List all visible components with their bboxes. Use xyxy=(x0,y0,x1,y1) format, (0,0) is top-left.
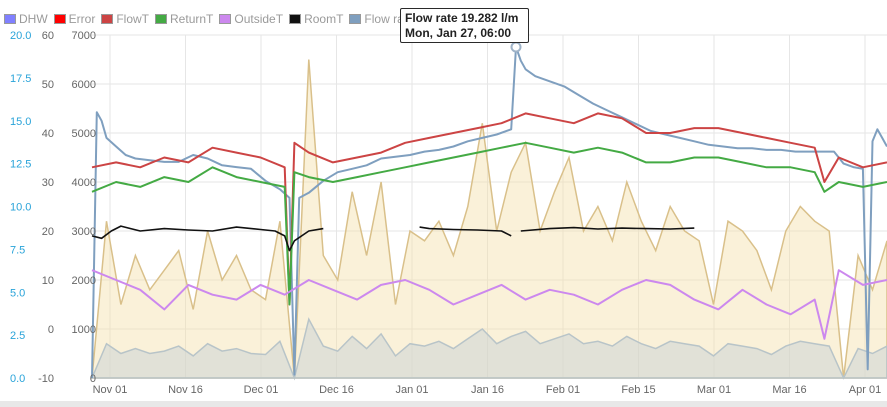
y-tick-label: 20.0 xyxy=(10,30,31,42)
legend-swatch xyxy=(4,14,16,24)
y-tick-label: 7.5 xyxy=(10,244,25,256)
y-tick-label: 1000 xyxy=(72,324,96,336)
x-tick-label: Apr 01 xyxy=(849,384,881,396)
legend-item-returnt[interactable]: ReturnT xyxy=(155,12,213,26)
legend-item-error[interactable]: Error xyxy=(53,12,96,26)
legend-label: FlowT xyxy=(116,12,150,26)
y-tick-label: 15.0 xyxy=(10,116,31,128)
series-line-returnt xyxy=(91,141,887,306)
legend-label: Error xyxy=(68,12,96,26)
x-tick-label: Nov 01 xyxy=(93,384,128,396)
y-tick-label: 60 xyxy=(42,30,54,42)
legend-item-flowt[interactable]: FlowT xyxy=(101,12,149,26)
series-line-flow-rate xyxy=(91,46,887,379)
y-tick-label: 50 xyxy=(42,79,54,91)
y-tick-label: 10.0 xyxy=(10,202,31,214)
y-tick-label: 30 xyxy=(42,177,54,189)
x-tick-label: Dec 16 xyxy=(319,384,354,396)
y-tick-label: 6000 xyxy=(72,79,96,91)
x-tick-label: Feb 01 xyxy=(546,384,580,396)
tooltip-value: Flow rate 19.282 l/m xyxy=(405,11,519,25)
y-tick-label: 5.0 xyxy=(10,287,25,299)
x-tick-label: Jan 16 xyxy=(471,384,504,396)
axes: 0.0 2.5 5.0 7.5 10.0 12.5 15.0 17.5 20.0 -10 0 10 20… xyxy=(10,30,881,396)
y-tick-label: 40 xyxy=(42,128,54,140)
series-line-roomt xyxy=(91,225,695,252)
legend-swatch xyxy=(155,14,168,24)
y-tick-label: -10 xyxy=(38,373,54,385)
hover-point xyxy=(510,41,522,53)
series-line-flowt xyxy=(91,112,887,306)
chart-legend: DHW Error FlowT ReturnT OutsideT RoomT Flow ra… xyxy=(4,11,414,27)
x-tick-label: Feb 15 xyxy=(621,384,655,396)
legend-item-dhw[interactable]: DHW xyxy=(4,12,48,26)
chart-tooltip: Flow rate 19.282 l/m Mon, Jan 27, 06:00 xyxy=(400,8,529,43)
hover-marker xyxy=(510,41,522,53)
legend-swatch xyxy=(219,14,232,24)
y-tick-label: 4000 xyxy=(72,177,96,189)
x-tick-label: Mar 16 xyxy=(772,384,806,396)
y-tick-label: 0.0 xyxy=(10,373,25,385)
legend-swatch xyxy=(53,14,66,24)
area-series xyxy=(90,59,887,381)
series-line-outsidet xyxy=(91,269,887,340)
legend-swatch xyxy=(349,14,362,24)
series-area-electric-input xyxy=(90,317,887,381)
y-tick-label: 12.5 xyxy=(10,159,31,171)
legend-label: OutsideT xyxy=(234,12,284,26)
y-tick-label: 5000 xyxy=(72,128,96,140)
x-tick-label: Mar 01 xyxy=(697,384,731,396)
series-area-heat-output xyxy=(91,59,887,379)
y-tick-label: 2000 xyxy=(72,275,96,287)
y-tick-label: 7000 xyxy=(72,30,96,42)
y-tick-label: 0 xyxy=(90,373,96,385)
legend-label: RoomT xyxy=(304,12,344,26)
horizontal-scrollbar[interactable] xyxy=(0,401,887,407)
legend-label: DHW xyxy=(19,12,48,26)
legend-label: ReturnT xyxy=(170,12,214,26)
y-tick-label: 3000 xyxy=(72,226,96,238)
legend-item-roomt[interactable]: RoomT xyxy=(289,12,343,26)
line-series xyxy=(91,46,887,379)
y-tick-label: 17.5 xyxy=(10,73,31,85)
legend-swatch xyxy=(101,14,114,24)
legend-swatch xyxy=(289,14,302,24)
x-tick-label: Jan 01 xyxy=(395,384,428,396)
x-tick-label: Nov 16 xyxy=(168,384,203,396)
y-tick-label: 20 xyxy=(42,226,54,238)
y-tick-label: 0 xyxy=(48,324,54,336)
y-tick-label: 2.5 xyxy=(10,330,25,342)
legend-item-outsidet[interactable]: OutsideT xyxy=(219,12,283,26)
x-tick-label: Dec 01 xyxy=(244,384,279,396)
tooltip-date: Mon, Jan 27, 06:00 xyxy=(405,26,512,40)
y-tick-label: 10 xyxy=(42,275,54,287)
